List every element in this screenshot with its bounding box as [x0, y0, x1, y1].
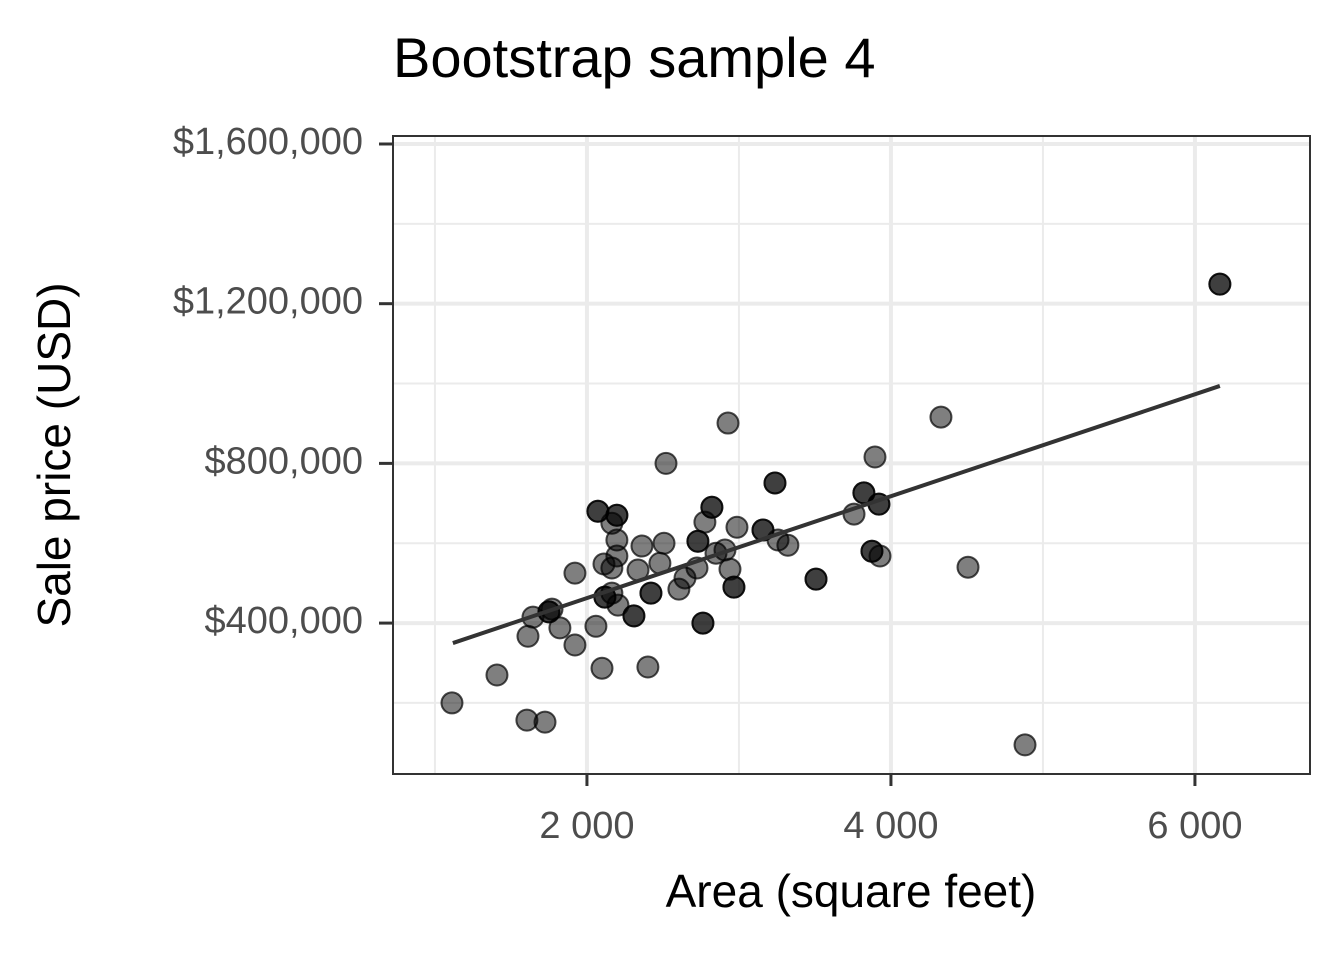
point [533, 710, 557, 734]
point [716, 411, 740, 435]
x-tick-label: 4 000 [843, 805, 938, 847]
point [630, 534, 654, 558]
point [686, 529, 710, 553]
y-tick-label: $1,200,000 [173, 281, 363, 323]
point [485, 663, 509, 687]
point [956, 555, 980, 579]
point [652, 531, 676, 555]
point [563, 633, 587, 657]
plot-border [392, 135, 1311, 775]
point [804, 567, 828, 591]
chart-title: Bootstrap sample 4 [393, 26, 875, 89]
point [516, 624, 540, 648]
x-tick-label: 2 000 [539, 805, 634, 847]
point [1013, 733, 1037, 757]
point [636, 655, 660, 679]
point [725, 515, 749, 539]
point [763, 471, 787, 495]
point [654, 451, 678, 475]
point [1208, 272, 1232, 296]
point [863, 445, 887, 469]
y-tick-label: $1,600,000 [173, 121, 363, 163]
point [639, 581, 663, 605]
point [605, 503, 629, 527]
point [868, 544, 892, 568]
point [590, 656, 614, 680]
point [605, 544, 629, 568]
point [548, 616, 572, 640]
point [563, 561, 587, 585]
point [622, 604, 646, 628]
point [691, 611, 715, 635]
point [929, 405, 953, 429]
x-axis-label: Area (square feet) [666, 865, 1037, 917]
point [722, 575, 746, 599]
y-axis-label: Sale price (USD) [28, 282, 80, 627]
y-tick-label: $400,000 [205, 600, 364, 642]
point [584, 614, 608, 638]
x-tick-label: 6 000 [1147, 805, 1242, 847]
point [700, 495, 724, 519]
y-tick-label: $800,000 [205, 440, 364, 482]
point [440, 691, 464, 715]
regression-line [452, 384, 1221, 645]
point [776, 533, 800, 557]
